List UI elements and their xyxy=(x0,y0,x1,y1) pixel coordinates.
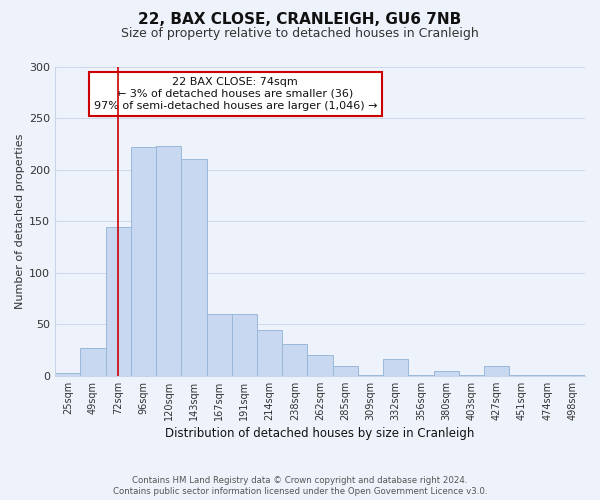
Text: 22 BAX CLOSE: 74sqm
← 3% of detached houses are smaller (36)
97% of semi-detache: 22 BAX CLOSE: 74sqm ← 3% of detached hou… xyxy=(94,78,377,110)
Y-axis label: Number of detached properties: Number of detached properties xyxy=(15,134,25,309)
Bar xyxy=(358,375,383,376)
Bar xyxy=(257,330,282,376)
Bar xyxy=(509,375,535,376)
Bar xyxy=(307,355,332,376)
Text: 22, BAX CLOSE, CRANLEIGH, GU6 7NB: 22, BAX CLOSE, CRANLEIGH, GU6 7NB xyxy=(139,12,461,28)
Bar xyxy=(206,314,232,376)
Bar xyxy=(535,375,560,376)
X-axis label: Distribution of detached houses by size in Cranleigh: Distribution of detached houses by size … xyxy=(166,427,475,440)
Text: Contains public sector information licensed under the Open Government Licence v3: Contains public sector information licen… xyxy=(113,488,487,496)
Bar xyxy=(332,366,358,376)
Bar xyxy=(383,360,409,376)
Text: Size of property relative to detached houses in Cranleigh: Size of property relative to detached ho… xyxy=(121,28,479,40)
Bar xyxy=(232,314,257,376)
Bar xyxy=(459,375,484,376)
Bar xyxy=(560,375,585,376)
Bar xyxy=(80,348,106,376)
Bar xyxy=(156,146,181,376)
Bar xyxy=(181,160,206,376)
Bar xyxy=(55,372,80,376)
Bar xyxy=(131,147,156,376)
Bar xyxy=(106,228,131,376)
Bar xyxy=(484,366,509,376)
Bar xyxy=(282,344,307,376)
Bar xyxy=(409,375,434,376)
Text: Contains HM Land Registry data © Crown copyright and database right 2024.: Contains HM Land Registry data © Crown c… xyxy=(132,476,468,485)
Bar xyxy=(434,370,459,376)
